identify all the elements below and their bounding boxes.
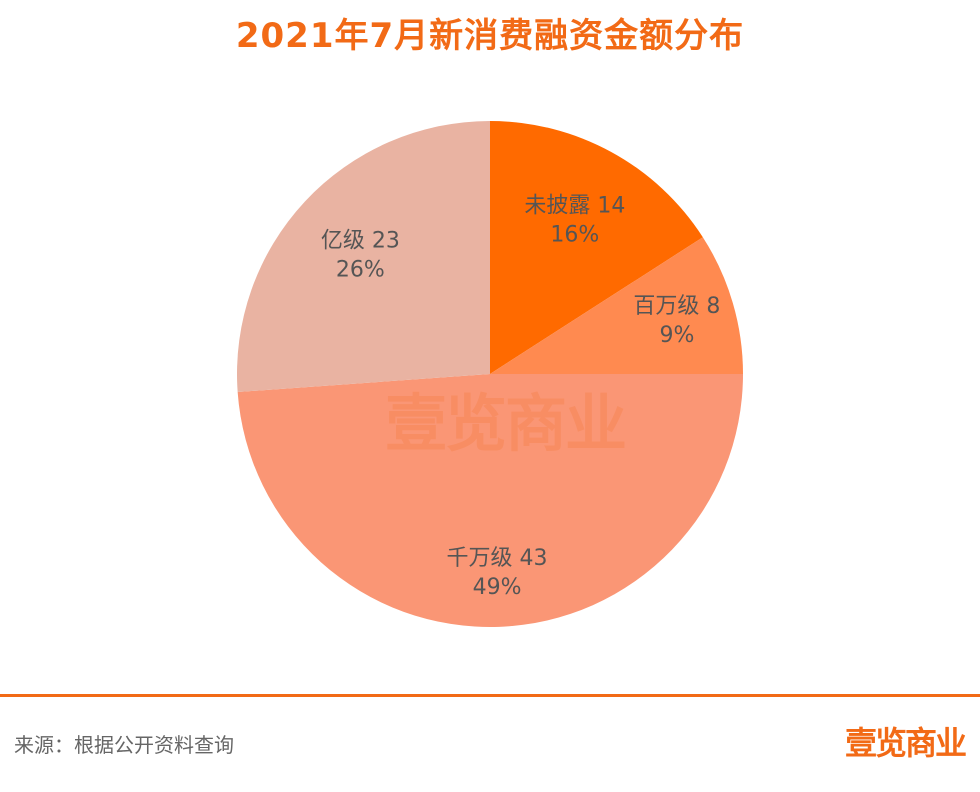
- slice-label: 亿级 23: [321, 228, 400, 253]
- footer-divider: [0, 694, 980, 697]
- slice-label: 未披露 14: [524, 194, 625, 219]
- pie-slice: [237, 374, 744, 628]
- watermark-logo: 壹览商业: [385, 387, 627, 460]
- slice-label: 百万级 8: [633, 294, 720, 319]
- chart-title: 2021年7月新消费融资金额分布: [235, 16, 745, 56]
- pie-slice: [490, 237, 743, 374]
- slice-percent-label: 26%: [336, 257, 385, 282]
- pie-slice: [237, 121, 490, 393]
- slice-percent-label: 49%: [473, 575, 522, 600]
- pie-chart: 未披露 14 16% 百万级 8 9% 千万级 43 49% 亿级 23 26%: [237, 121, 744, 628]
- slice-percent-label: 16%: [550, 223, 599, 248]
- pie-slice: [490, 121, 703, 374]
- brand-logo: 壹览商业: [845, 724, 967, 762]
- source-note: 来源：根据公开资料查询: [14, 733, 234, 757]
- slice-label: 千万级 43: [447, 546, 548, 571]
- slice-percent-label: 9%: [659, 323, 694, 348]
